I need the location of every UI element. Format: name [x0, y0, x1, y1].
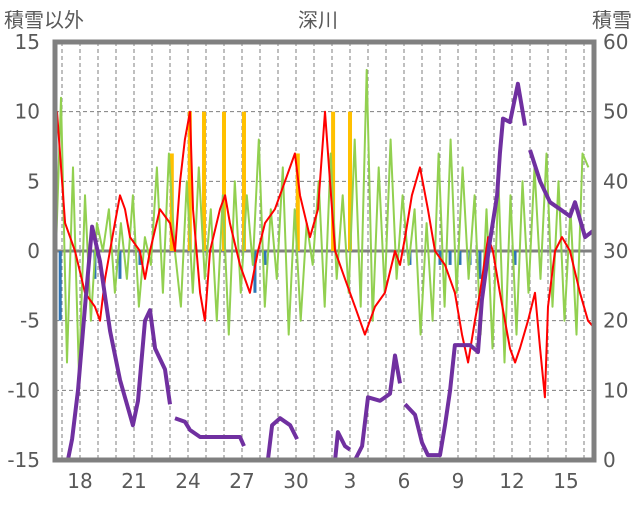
x-tick-label: 12 — [499, 469, 524, 493]
left-tick-label: 15 — [15, 30, 40, 54]
chart-title: 深川 — [298, 8, 338, 32]
blue-bar — [458, 251, 462, 265]
left-tick-label: -10 — [7, 378, 40, 402]
blue-bar — [263, 251, 267, 265]
blue-bar — [448, 251, 452, 265]
right-tick-label: 0 — [603, 448, 616, 472]
x-tick-label: 30 — [283, 469, 308, 493]
left-axis-title: 積雪以外 — [4, 8, 84, 32]
plot-frame — [52, 39, 597, 463]
right-tick-label: 20 — [603, 309, 628, 333]
x-tick-label: 27 — [229, 469, 254, 493]
x-tick-label: 24 — [175, 469, 200, 493]
blue-bar — [513, 251, 517, 265]
orange-bar — [331, 111, 336, 252]
red-series-line — [54, 110, 595, 399]
blue-bar — [58, 251, 62, 321]
green-series-line — [54, 68, 590, 378]
left-tick-label: 0 — [27, 239, 40, 263]
right-tick-label: 40 — [603, 169, 628, 193]
left-tick-label: -15 — [7, 448, 40, 472]
left-tick-label: -5 — [20, 309, 40, 333]
blue-bar — [118, 251, 122, 279]
right-axis-title: 積雪 — [592, 8, 632, 32]
orange-bar — [202, 111, 207, 252]
x-tick-label: 21 — [121, 469, 146, 493]
x-tick-label: 18 — [67, 469, 92, 493]
orange-bar — [187, 111, 192, 252]
right-tick-label: 10 — [603, 378, 628, 402]
right-tick-label: 60 — [603, 30, 628, 54]
blue-bar — [478, 251, 482, 279]
snow-depth-line — [55, 81, 596, 462]
x-tick-label: 3 — [344, 469, 357, 493]
left-tick-label: 10 — [15, 100, 40, 124]
x-tick-label: 6 — [398, 469, 411, 493]
right-tick-label: 50 — [603, 100, 628, 124]
orange-bar — [241, 111, 246, 252]
x-tick-label: 9 — [452, 469, 465, 493]
orange-bar — [295, 153, 300, 251]
left-tick-label: 5 — [27, 169, 40, 193]
blue-bar — [138, 251, 142, 265]
right-tick-label: 30 — [603, 239, 628, 263]
x-tick-label: 15 — [553, 469, 578, 493]
orange-bar — [222, 111, 226, 252]
orange-bar — [348, 111, 352, 252]
